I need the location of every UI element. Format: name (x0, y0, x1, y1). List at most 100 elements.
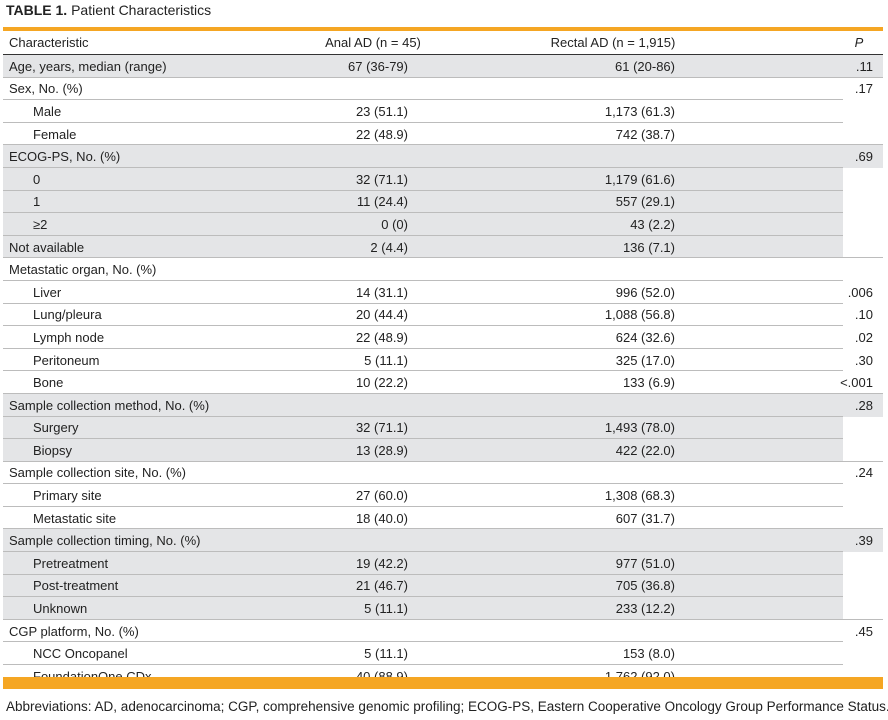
header-rectal-ad: Rectal AD (n = 1,915) (550, 35, 676, 50)
row-divider (3, 460, 883, 462)
row-divider (3, 370, 843, 372)
anal-ad-value: 2 (4.4) (370, 239, 408, 255)
p-value: .69 (854, 149, 873, 165)
header-anal-ad: Anal AD (n = 45) (325, 35, 421, 50)
row-divider (3, 121, 843, 123)
table-row: Sample collection site, No. (%) .24 (3, 462, 883, 485)
anal-ad-value: 14 (31.1) (355, 284, 408, 300)
anal-ad-value: 18 (40.0) (355, 510, 408, 526)
rectal-ad-value (543, 145, 675, 168)
anal-ad-value: 23 (51.1) (355, 103, 408, 119)
anal-ad-value: 22 (48.9) (355, 329, 408, 345)
anal-ad-value: 19 (42.2) (355, 555, 408, 571)
rectal-ad-value: 1,493 (78.0) (604, 420, 675, 436)
row-shading (3, 235, 843, 259)
p-value: .006 (847, 284, 873, 300)
p-value (833, 236, 873, 259)
row-divider (3, 573, 843, 575)
rectal-ad-value: 557 (29.1) (615, 194, 675, 210)
table-row: Female 22 (48.9) 742 (38.7) (3, 123, 883, 146)
table-row: NCC Oncopanel 5 (11.1) 153 (8.0) (3, 642, 883, 666)
rectal-ad-value (543, 78, 675, 101)
table-row: Male 23 (51.1) 1,173 (61.3) (3, 100, 883, 123)
row-divider (3, 438, 843, 440)
row-divider (3, 347, 843, 349)
row-label: Not available (9, 239, 85, 255)
row-divider (3, 166, 843, 168)
rectal-ad-value (543, 462, 675, 485)
p-value (833, 597, 873, 620)
table-row: Lung/pleura 20 (44.4) 1,088 (56.8) .10 (3, 304, 883, 327)
row-label: Surgery (33, 420, 79, 436)
row-label: Metastatic organ, No. (%) (9, 262, 157, 278)
anal-ad-value: 20 (44.4) (355, 307, 408, 323)
table-row: Biopsy 13 (28.9) 422 (22.0) (3, 439, 883, 462)
row-divider (3, 279, 843, 281)
p-value: .02 (854, 329, 873, 345)
rectal-ad-value: 996 (52.0) (615, 284, 675, 300)
p-value: .10 (854, 307, 873, 323)
p-value (833, 191, 873, 214)
row-label: Post-treatment (33, 578, 119, 594)
anal-ad-value (303, 78, 408, 101)
table-row: Sex, No. (%) .17 (3, 78, 883, 101)
row-label: Lymph node (33, 329, 105, 345)
anal-ad-value (303, 145, 408, 168)
p-value: .28 (854, 397, 873, 413)
anal-ad-value: 21 (46.7) (355, 578, 408, 594)
p-value (833, 100, 873, 123)
p-value: .30 (854, 352, 873, 368)
row-label: CGP platform, No. (%) (9, 623, 139, 639)
p-value (833, 168, 873, 191)
row-label: Sample collection timing, No. (%) (9, 533, 201, 549)
row-label: NCC Oncopanel (33, 646, 128, 662)
row-divider (3, 415, 843, 417)
rectal-ad-value: 136 (7.1) (622, 239, 675, 255)
anal-ad-value: 5 (11.1) (364, 601, 408, 617)
anal-ad-value (303, 529, 408, 552)
table-row: Sample collection method, No. (%) .28 (3, 393, 883, 417)
table-row: ≥2 0 (0) 43 (2.2) (3, 213, 883, 236)
p-value: .11 (855, 58, 873, 74)
rectal-ad-value: 1,173 (61.3) (604, 103, 675, 119)
rectal-ad-value: 705 (36.8) (615, 578, 675, 594)
row-label: ECOG-PS, No. (%) (9, 149, 121, 165)
row-divider (3, 76, 883, 78)
rectal-ad-value: 1,088 (56.8) (604, 307, 675, 323)
anal-ad-value (303, 258, 408, 281)
table-caption-label: TABLE 1. (6, 2, 68, 18)
row-shading (3, 55, 883, 78)
table-caption: TABLE 1. Patient Characteristics (6, 2, 211, 18)
table-row: Surgery 32 (71.1) 1,493 (78.0) (3, 416, 883, 440)
rectal-ad-value: 1,308 (68.3) (604, 488, 675, 504)
row-label: Male (33, 103, 62, 119)
anal-ad-value (303, 462, 408, 485)
row-divider (3, 528, 883, 530)
table-row: CGP platform, No. (%) .45 (3, 620, 883, 643)
row-divider (3, 641, 843, 643)
table-body: Age, years, median (range) 67 (36-79) 61 (… (3, 55, 883, 688)
anal-ad-value: 10 (22.2) (355, 375, 408, 391)
p-value: .24 (854, 465, 873, 481)
p-value: <.001 (840, 375, 873, 391)
row-label: Primary site (33, 488, 102, 504)
row-divider (3, 234, 843, 236)
table-row: Lymph node 22 (48.9) 624 (32.6) .02 (3, 326, 883, 349)
table-row: Peritoneum 5 (11.1) 325 (17.0) .30 (3, 349, 883, 372)
rectal-ad-value: 233 (12.2) (615, 601, 675, 617)
anal-ad-value: 5 (11.1) (364, 352, 408, 368)
row-shading (3, 552, 843, 575)
rectal-ad-value: 422 (22.0) (615, 442, 675, 458)
p-value (833, 213, 873, 236)
anal-ad-value: 67 (36-79) (348, 58, 408, 74)
p-value: .17 (854, 81, 873, 97)
p-value (833, 439, 873, 462)
patient-characteristics-table: Characteristic Anal AD (n = 45) Rectal A… (3, 27, 883, 688)
anal-ad-value: 0 (0) (381, 216, 408, 232)
p-value (833, 552, 873, 575)
header-p-value: P (854, 35, 864, 50)
row-label: Unknown (33, 601, 88, 617)
anal-ad-value: 5 (11.1) (364, 646, 408, 662)
row-label: Biopsy (33, 442, 73, 458)
row-divider (3, 212, 843, 214)
